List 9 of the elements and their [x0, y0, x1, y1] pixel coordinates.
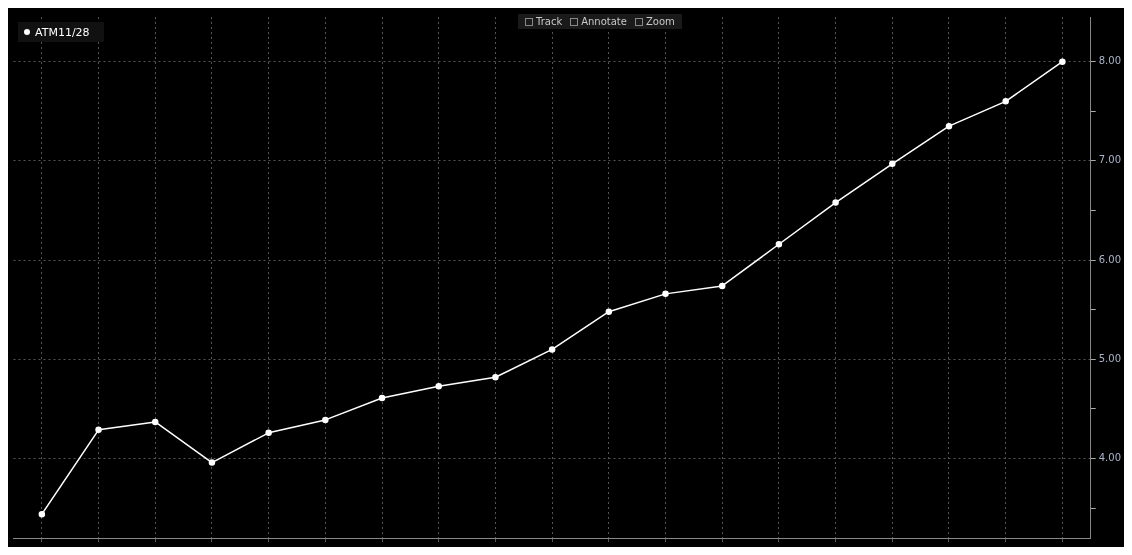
y-tick-label: 5.00	[1098, 352, 1121, 364]
annotation: Annotate	[581, 16, 627, 27]
legend-label: ATM11/28	[35, 25, 90, 39]
y-tick-label: 6.00	[1098, 253, 1121, 265]
annotation: Zoom	[645, 16, 675, 27]
y-tick-label: 8.00	[1098, 55, 1121, 67]
annotation: Track	[536, 16, 563, 27]
y-tick-label: 7.00	[1098, 154, 1121, 166]
y-tick-label: 4.00	[1098, 452, 1121, 464]
